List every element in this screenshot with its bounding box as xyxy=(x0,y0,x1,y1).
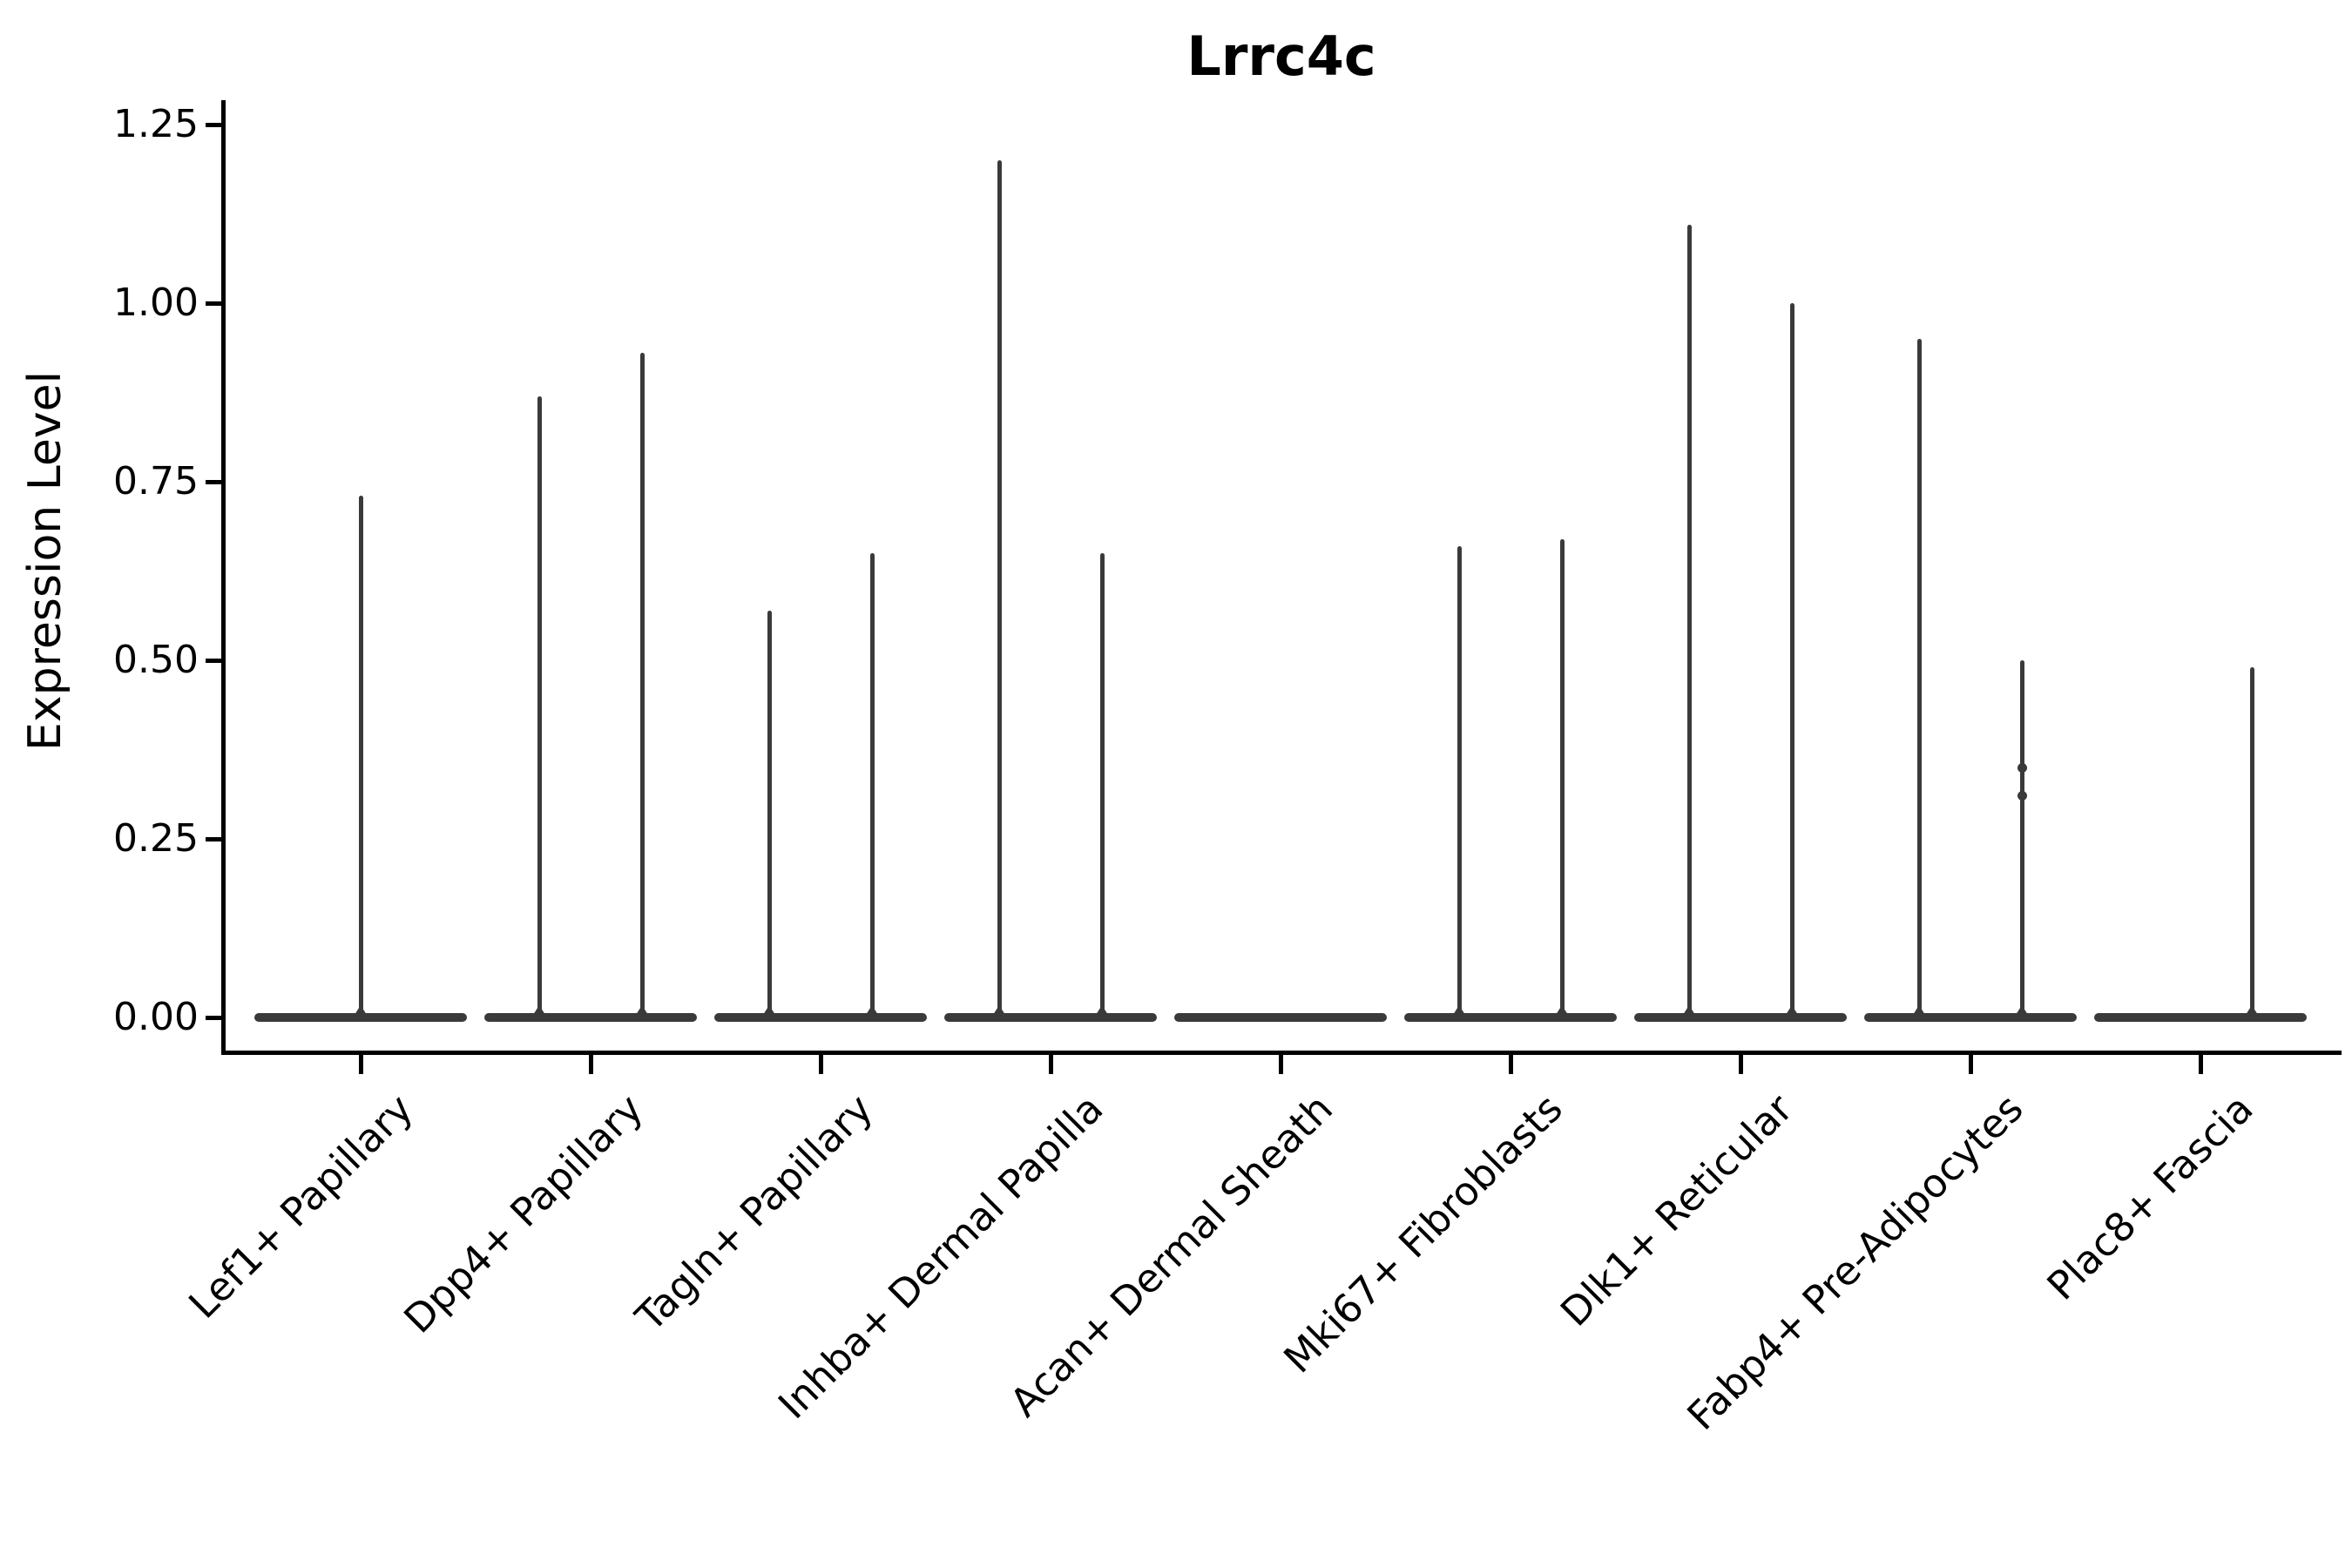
x-tick-mark xyxy=(1509,1055,1513,1074)
violin-spike-base xyxy=(634,1005,650,1017)
y-tick-mark xyxy=(206,480,221,484)
x-tick-label: Tagln+ Papillary xyxy=(626,1085,882,1341)
y-tick-label: 1.25 xyxy=(113,102,199,146)
violin-spike-base xyxy=(1681,1005,1697,1017)
violin-spike-base xyxy=(1911,1005,1927,1017)
y-axis-spine xyxy=(221,100,226,1052)
violin-spike xyxy=(1686,224,1692,1017)
violin-body xyxy=(714,1013,927,1022)
y-tick-mark xyxy=(206,1016,221,1020)
x-tick-mark xyxy=(819,1055,823,1074)
violin-spike-base xyxy=(353,1005,368,1017)
x-axis-spine xyxy=(221,1051,2342,1055)
y-tick-mark xyxy=(206,123,221,127)
violin-spike xyxy=(1099,553,1105,1017)
x-tick-mark xyxy=(1049,1055,1053,1074)
violin-body xyxy=(1864,1013,2077,1022)
y-tick-mark xyxy=(206,659,221,663)
x-tick-label: Dpp4+ Papillary xyxy=(395,1085,652,1342)
violin-spike-base xyxy=(864,1005,880,1017)
y-tick-label: 0.50 xyxy=(113,638,199,682)
x-tick-mark xyxy=(1969,1055,1973,1074)
violin-spike-base xyxy=(2244,1005,2260,1017)
x-tick-label: Plac8+ Fascia xyxy=(2038,1085,2262,1309)
x-tick-mark xyxy=(1279,1055,1283,1074)
violin-spike xyxy=(1916,339,1922,1017)
violin-spike xyxy=(1456,545,1462,1017)
violin-body xyxy=(484,1013,697,1022)
y-tick-label: 0.25 xyxy=(113,816,199,861)
violin-density-knot xyxy=(2017,762,2027,773)
y-tick-mark xyxy=(206,301,221,306)
y-tick-mark xyxy=(206,837,221,841)
violin-spike xyxy=(997,160,1002,1017)
violin-body xyxy=(254,1013,467,1022)
x-tick-label: Dlk1+ Reticular xyxy=(1551,1085,1802,1335)
violin-spike-base xyxy=(1784,1005,1800,1017)
violin-spike-base xyxy=(991,1005,1007,1017)
violin-spike-base xyxy=(761,1005,777,1017)
violin-spike xyxy=(767,610,772,1017)
plot-title: Lrrc4c xyxy=(1186,24,1376,88)
y-tick-label: 0.75 xyxy=(113,459,199,504)
violin-body xyxy=(944,1013,1157,1022)
violin-spike-base xyxy=(2014,1005,2030,1017)
violin-spike xyxy=(2019,660,2024,1017)
violin-spike xyxy=(358,496,363,1017)
violin-spike-base xyxy=(1554,1005,1570,1017)
x-tick-label: Lef1+ Papillary xyxy=(179,1085,422,1328)
violin-spike-base xyxy=(1094,1005,1110,1017)
violin-density-knot xyxy=(2017,791,2027,801)
violin-spike xyxy=(1559,538,1565,1017)
violin-spike-base xyxy=(531,1005,547,1017)
violin-body xyxy=(2094,1013,2307,1022)
violin-spike xyxy=(537,395,542,1017)
x-tick-mark xyxy=(589,1055,593,1074)
violin-spike xyxy=(869,553,875,1017)
y-tick-label: 0.00 xyxy=(113,995,199,1039)
x-tick-mark xyxy=(1739,1055,1743,1074)
violin-spike xyxy=(2249,667,2254,1017)
x-tick-mark xyxy=(2199,1055,2203,1074)
y-axis-label: Expression Level xyxy=(19,370,71,751)
violin-body xyxy=(1634,1013,1847,1022)
violin-body xyxy=(1174,1013,1387,1022)
x-tick-mark xyxy=(359,1055,363,1074)
violin-spike-base xyxy=(1451,1005,1467,1017)
y-tick-label: 1.00 xyxy=(113,280,199,325)
violin-spike xyxy=(1789,303,1794,1017)
violin-spike xyxy=(639,353,645,1017)
violin-body xyxy=(1404,1013,1617,1022)
